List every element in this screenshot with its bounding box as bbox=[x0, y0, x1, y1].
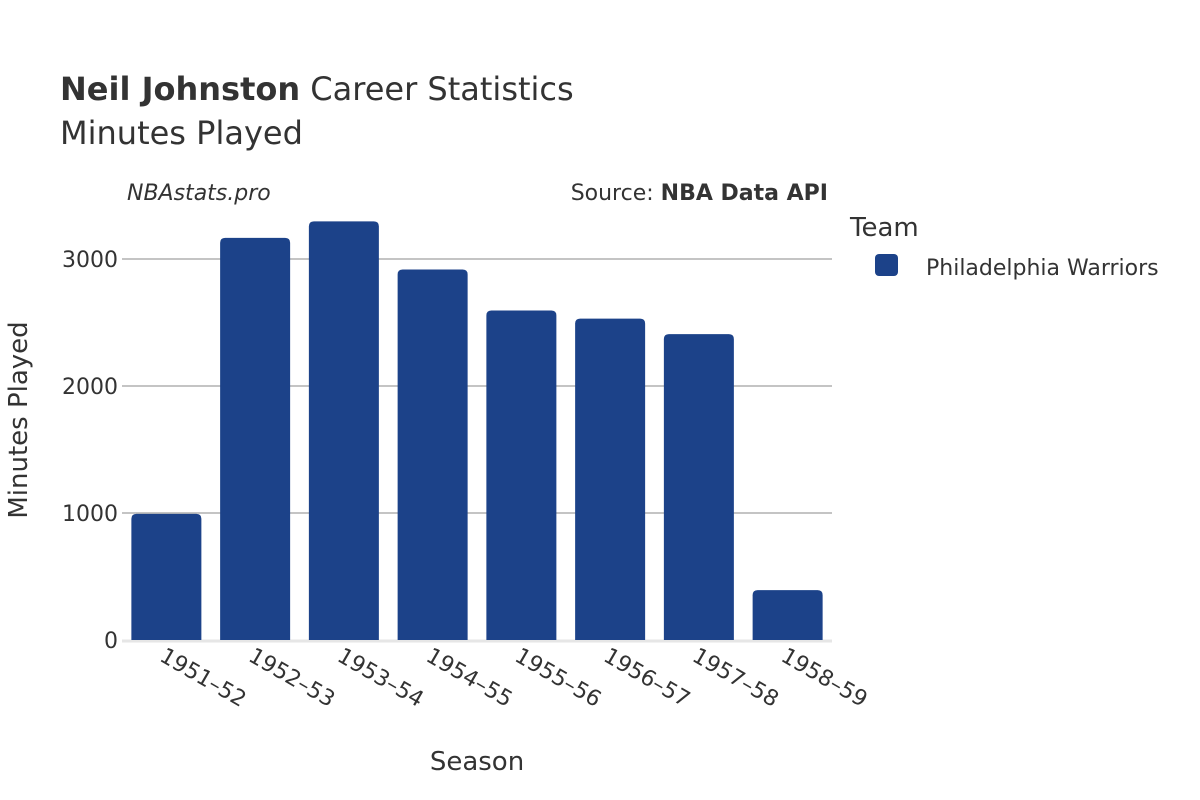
bar-1952–53[interactable] bbox=[220, 237, 291, 640]
bar-1956–57[interactable] bbox=[575, 318, 646, 640]
y-tick-label: 2000 bbox=[62, 375, 118, 400]
x-tick-label: 1951–52 bbox=[155, 644, 250, 713]
y-tick-label: 3000 bbox=[62, 248, 118, 273]
x-tick-label: 1956–57 bbox=[599, 644, 694, 713]
bar-1951–52[interactable] bbox=[131, 513, 202, 640]
chart-subtitle: Minutes Played bbox=[60, 114, 303, 152]
y-tick-label: 1000 bbox=[62, 502, 118, 527]
x-tick-label: 1955–56 bbox=[510, 644, 605, 713]
bar-1957–58[interactable] bbox=[663, 334, 734, 640]
x-tick-label: 1952–53 bbox=[244, 644, 339, 713]
bar-1954–55[interactable] bbox=[397, 269, 468, 640]
source-prefix: Source: bbox=[571, 181, 661, 206]
title-rest: Career Statistics bbox=[300, 70, 574, 108]
x-tick-label: 1958–59 bbox=[777, 644, 872, 713]
legend-item-label[interactable]: Philadelphia Warriors bbox=[926, 256, 1159, 281]
chart-title: Neil Johnston Career Statistics bbox=[60, 70, 574, 108]
bar-1953–54[interactable] bbox=[308, 221, 379, 640]
y-axis-label: Minutes Played bbox=[4, 321, 34, 518]
bar-1958–59[interactable] bbox=[752, 590, 823, 640]
legend-title: Team bbox=[849, 213, 919, 243]
x-tick-label: 1954–55 bbox=[422, 644, 517, 713]
x-axis-label: Season bbox=[430, 747, 524, 777]
y-tick-label: 0 bbox=[104, 629, 118, 654]
source-credit: Source: NBA Data API bbox=[571, 181, 828, 206]
watermark: NBAstats.pro bbox=[127, 181, 271, 206]
x-tick-label: 1953–54 bbox=[333, 644, 428, 713]
bar-1955–56[interactable] bbox=[486, 310, 557, 640]
source-name: NBA Data API bbox=[661, 181, 828, 206]
x-tick-label: 1957–58 bbox=[688, 644, 783, 713]
legend-swatch[interactable] bbox=[875, 254, 898, 276]
title-player: Neil Johnston bbox=[60, 70, 300, 108]
